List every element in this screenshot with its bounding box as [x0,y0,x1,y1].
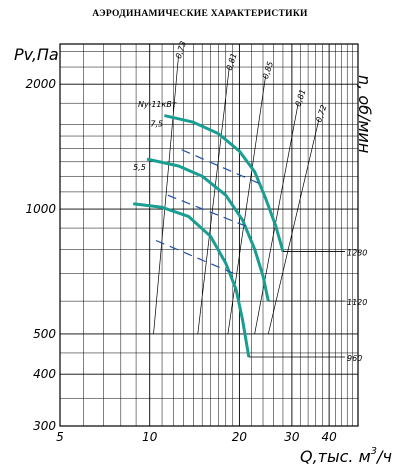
series-dashed-line [167,194,246,227]
efficiency-line [153,55,179,334]
x-tick-label: 10 [142,430,158,444]
curve-labels: 0,730,81 0,850,810,72Ny-11кВт12807,511205… [133,40,367,363]
x-tick-label: 30 [284,430,300,444]
x-tick-label: 5 [56,430,64,444]
y-tick-label: 400 [33,367,56,381]
rpm-label: 1120 [347,298,367,307]
y-tick-label: 500 [33,327,56,341]
series-curve [133,202,251,358]
x-axis-title-main: Q,тыс. м [300,447,371,466]
rpm-label: 1280 [347,249,367,258]
x-tick-label: 40 [321,430,337,444]
series-curve [146,157,270,302]
rpm-label: 960 [347,354,362,363]
x-tick-label: 20 [232,430,248,444]
chart-title: АЭРОДИНАМИЧЕСКИЕ ХАРАКТЕРИСТИКИ [92,9,308,19]
series-dashed-line [155,239,240,277]
efficiency-label: 0,81 [294,88,308,108]
grid [59,44,359,427]
y-axis-title: Pv,Па [14,45,59,64]
power-label: Ny-11кВт [138,100,177,109]
efficiency-line [197,66,230,335]
y-tick-label: 2000 [25,77,56,91]
y2-axis-title: n, об/мин [355,75,374,153]
x-axis-title: Q,тыс. м3/ч [300,446,392,466]
curves [133,114,345,358]
series-curve [164,114,285,253]
plot-frame [59,43,359,427]
x-axis-title-sup: 3 [371,446,377,457]
efficiency-label: 0,81 [225,52,239,72]
series-name-label: 5,5 [133,163,146,172]
y-tick-label: 300 [33,419,56,433]
efficiency-lines [153,55,320,335]
series-name-label: 7,5 [150,120,163,129]
y-tick-label: 1000 [25,202,56,216]
efficiency-line [254,103,299,335]
efficiency-label: 0,73 [174,40,188,60]
tick-labels: 5 10 20 30 40 300 400 500 1000 2000 [25,77,337,444]
efficiency-line [267,118,320,335]
efficiency-label: 0,72 [314,104,328,124]
x-axis-title-tail: /ч [375,447,392,466]
efficiency-line [227,75,267,335]
